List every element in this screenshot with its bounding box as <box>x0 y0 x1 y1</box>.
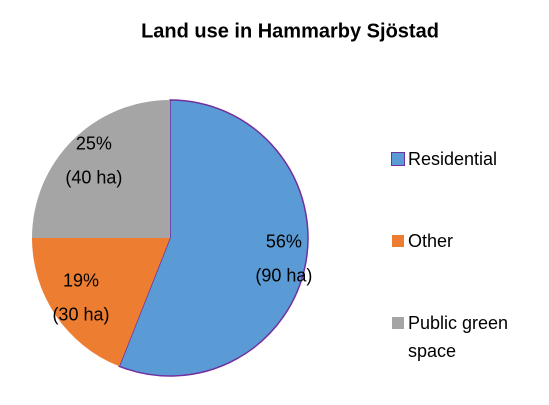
pie-slice <box>31 238 170 367</box>
legend-label: Public green space <box>408 313 509 361</box>
legend-item: Other <box>390 227 540 309</box>
data-label: (30 ha) <box>52 304 109 324</box>
data-label: 56% <box>266 231 302 251</box>
data-label: 19% <box>63 270 99 290</box>
legend: Residential Other Public green space <box>390 145 540 391</box>
legend-swatch <box>391 152 405 166</box>
legend-item: Residential <box>390 145 540 227</box>
legend-label: Other <box>408 231 454 251</box>
data-label: (40 ha) <box>65 168 122 188</box>
legend-swatch <box>392 317 404 329</box>
chart-title: Land use in Hammarby Sjöstad <box>141 20 439 42</box>
data-label: (90 ha) <box>255 265 312 285</box>
legend-swatch <box>392 235 404 247</box>
pie-slice <box>32 100 170 238</box>
legend-item: Public green space <box>390 309 540 391</box>
pie-slice <box>118 99 309 377</box>
data-label: 25% <box>76 134 112 154</box>
legend-label: Residential <box>408 149 498 169</box>
